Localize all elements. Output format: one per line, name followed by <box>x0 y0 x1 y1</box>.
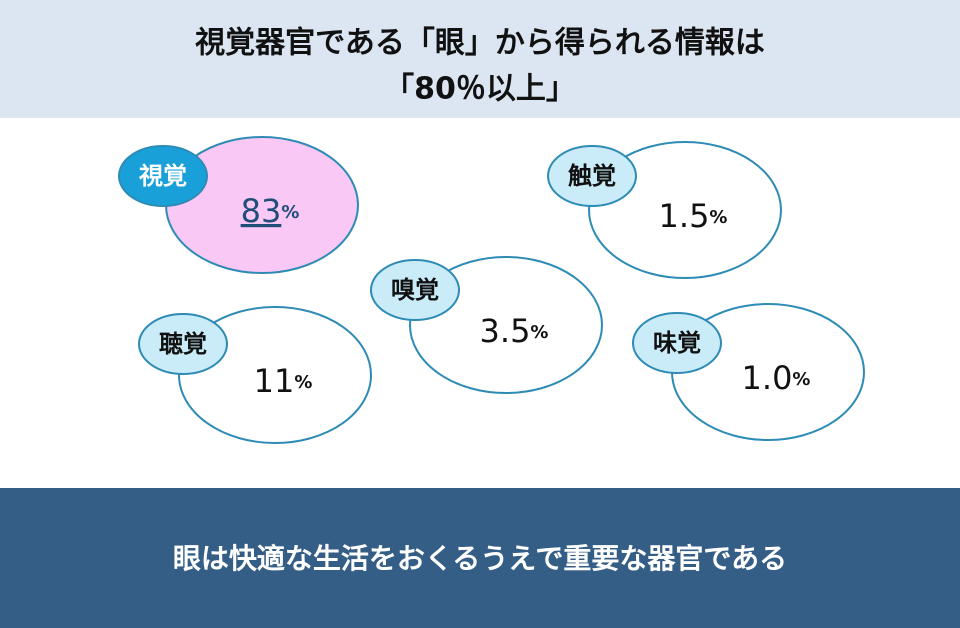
value-number: 1.5 <box>659 197 710 235</box>
value-unit: % <box>294 372 312 393</box>
sense-value: 1.5% <box>659 197 728 235</box>
title-line: 視覚器官である「眼」から得られる情報は <box>195 26 765 61</box>
sense-nodes: 視覚 83% 聴覚 11% 嗅覚 3.5% 触覚 1.5% 味覚 1.0% <box>118 136 865 444</box>
value-number: 11 <box>254 362 295 400</box>
sense-label: 味覚 <box>653 329 701 357</box>
value-number: 1.0 <box>742 359 793 397</box>
sense-value: 83% <box>241 192 300 230</box>
label-bubble <box>138 313 228 375</box>
footer-text: 眼は快適な生活をおくるうえで重要な器官である <box>173 542 787 575</box>
value-number: 3.5 <box>480 312 531 350</box>
label-bubble <box>118 145 208 207</box>
sense-value: 3.5% <box>480 312 549 350</box>
sense-value: 11% <box>254 362 313 400</box>
title-line: 「80％以上」 <box>384 72 576 107</box>
label-bubble <box>547 145 637 207</box>
sense-label: 嗅覚 <box>391 276 439 304</box>
label-bubble <box>632 312 722 374</box>
sense-label: 聴覚 <box>159 330 207 358</box>
sense-value: 1.0% <box>742 359 811 397</box>
header-band <box>0 0 960 118</box>
sense-label: 触覚 <box>568 162 616 190</box>
value-unit: % <box>792 369 810 390</box>
value-unit: % <box>709 207 727 228</box>
value-number: 83 <box>241 192 282 230</box>
sense-label: 視覚 <box>138 162 187 190</box>
footer-band <box>0 488 960 628</box>
label-bubble <box>370 259 460 321</box>
value-unit: % <box>530 322 548 343</box>
value-unit: % <box>281 202 299 223</box>
